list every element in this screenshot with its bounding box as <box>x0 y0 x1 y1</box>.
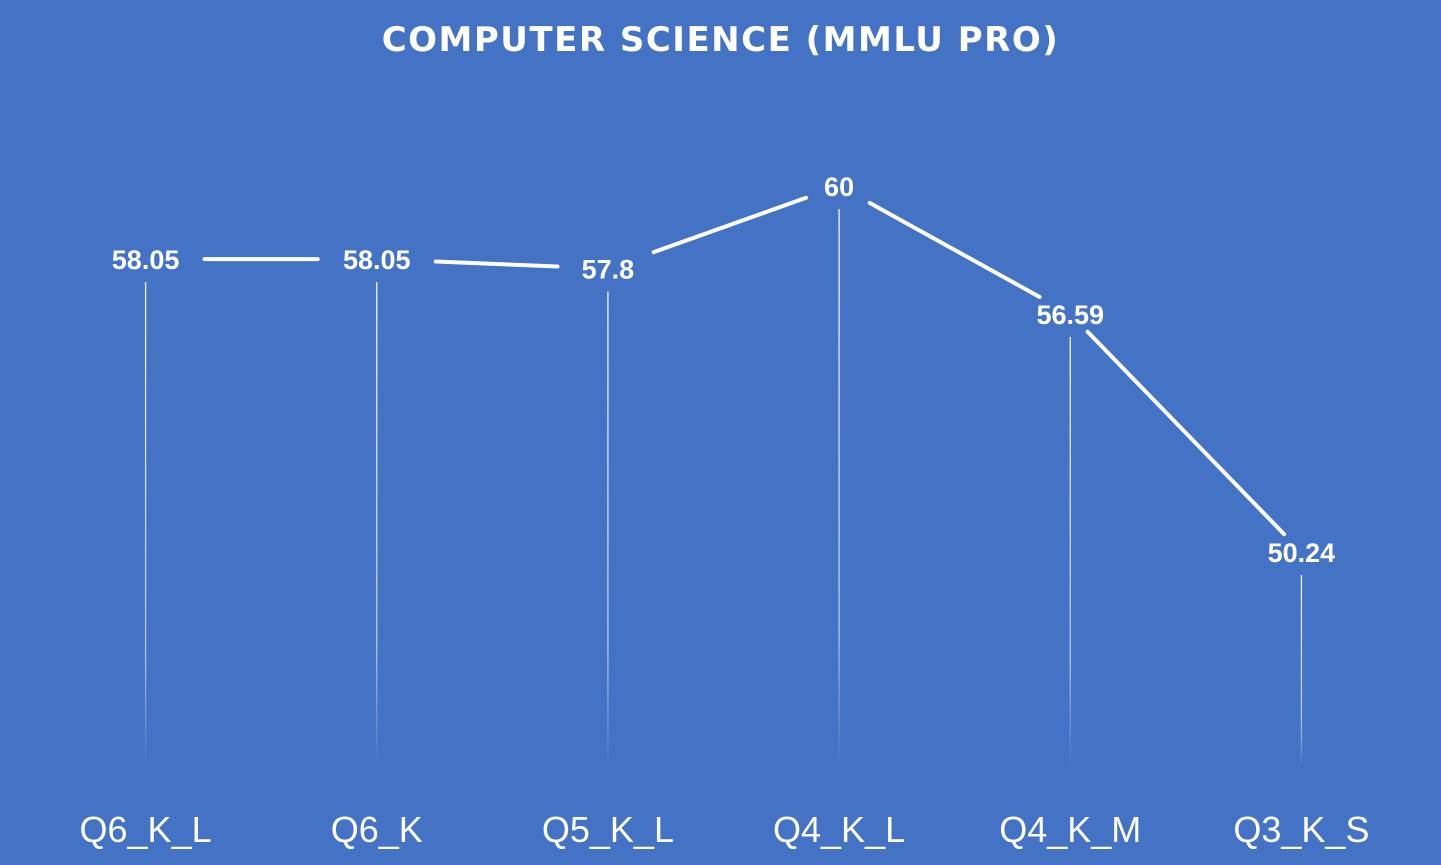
x-tick-label: Q4_K_L <box>773 809 905 850</box>
data-label: 57.8 <box>582 255 635 285</box>
data-label: 58.05 <box>112 245 180 275</box>
data-label: 60 <box>824 172 854 202</box>
x-tick-label: Q6_K <box>331 809 423 850</box>
data-label: 58.05 <box>343 245 411 275</box>
series-line <box>202 195 1287 537</box>
x-tick-label: Q4_K_M <box>999 809 1141 850</box>
x-tick-label: Q5_K_L <box>542 809 674 850</box>
chart-title: COMPUTER SCIENCE (MMLU PRO) <box>381 20 1060 60</box>
x-tick-label: Q3_K_S <box>1233 809 1369 850</box>
data-labels: 58.05 58.05 57.8 60 56.59 50.24 <box>112 172 1335 568</box>
data-label: 56.59 <box>1036 300 1104 330</box>
x-axis-tick-labels: Q6_K_L Q6_K Q5_K_L Q4_K_L Q4_K_M Q3_K_S <box>80 809 1370 850</box>
series-line-segment <box>867 200 1042 299</box>
data-label: 50.24 <box>1268 538 1336 568</box>
series-line-segment <box>433 259 560 269</box>
series-line-segment <box>1085 329 1287 537</box>
series-line-segment <box>651 195 809 255</box>
drop-lines <box>144 208 1303 769</box>
x-tick-label: Q6_K_L <box>80 809 212 850</box>
